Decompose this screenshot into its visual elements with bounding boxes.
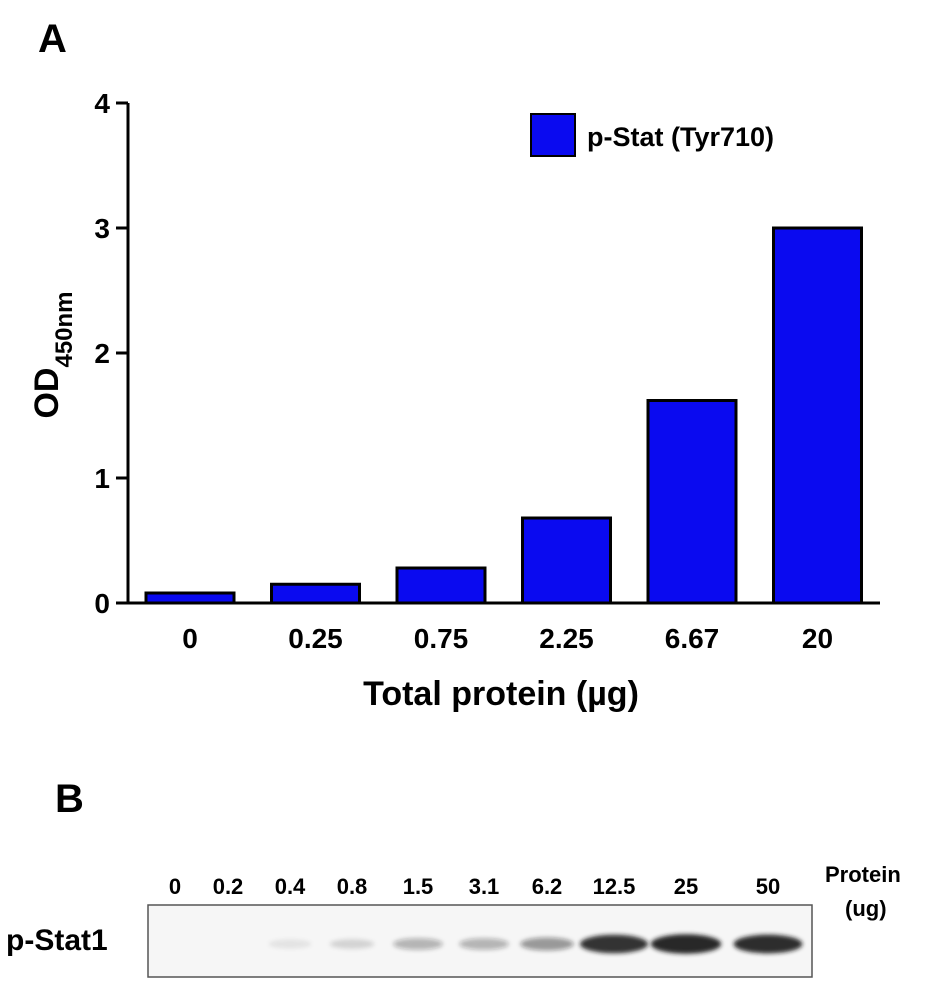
bar (646, 399, 738, 605)
bar (395, 566, 487, 605)
legend-label: p-Stat (Tyr710) (587, 122, 774, 152)
panel-b-letter: B (55, 777, 84, 821)
panel-a-letter: A (38, 17, 67, 61)
y-tick-label: 4 (94, 88, 110, 119)
bar (521, 516, 612, 605)
blot-band (329, 939, 375, 949)
x-axis: 0 0.25 0.75 2.25 6.67 20 (126, 601, 880, 654)
lane-label: 25 (674, 874, 698, 899)
y-axis-title: OD450nm (28, 291, 78, 418)
y-tick-label: 1 (94, 463, 110, 494)
y-axis: 0 1 2 3 4 (94, 88, 130, 619)
blot-band (733, 934, 803, 954)
x-axis-title: Total protein (µg) (363, 675, 639, 713)
panel-b-western-blot: B 0 0.2 0.4 0.8 1.5 3.1 6.2 12.5 25 50 Protein (u… (6, 777, 901, 978)
legend: p-Stat (Tyr710) (530, 113, 774, 157)
blot-band (520, 937, 574, 951)
x-tick-label: 6.67 (665, 623, 720, 654)
lane-labels: 0 0.2 0.4 0.8 1.5 3.1 6.2 12.5 25 50 (169, 874, 780, 899)
y-tick-label: 2 (94, 338, 110, 369)
lane-label: 6.2 (532, 874, 563, 899)
blot-band (459, 938, 509, 950)
blot-band (579, 934, 649, 954)
blot-band (393, 938, 443, 950)
lane-label: 0 (169, 874, 181, 899)
blot-band (268, 939, 312, 949)
x-tick-label: 0.25 (288, 623, 343, 654)
lane-label: 0.4 (275, 874, 306, 899)
x-tick-label: 0 (182, 623, 198, 654)
bar-series (144, 226, 863, 605)
blot-row-label: p-Stat1 (6, 924, 108, 957)
legend-swatch (530, 113, 576, 157)
bar (144, 591, 236, 605)
x-tick-label: 0.75 (414, 623, 469, 654)
bar (772, 226, 863, 605)
x-tick-label: 2.25 (539, 623, 594, 654)
blot-header-label-line2: (ug) (845, 896, 887, 921)
bar (270, 582, 361, 605)
panel-a-bar-chart: A 0 1 2 3 4 0 0.25 0.75 2.25 6.67 20 OD450nm Tota… (28, 17, 880, 713)
lane-label: 50 (756, 874, 780, 899)
lane-label: 0.8 (337, 874, 368, 899)
blot-bands (268, 934, 803, 954)
lane-label: 0.2 (213, 874, 244, 899)
y-ticks: 0 1 2 3 4 (94, 88, 128, 619)
blot-header-label-line1: Protein (825, 862, 901, 887)
y-tick-label: 0 (94, 588, 110, 619)
x-tick-labels: 0 0.25 0.75 2.25 6.67 20 (182, 623, 833, 654)
x-tick-label: 20 (802, 623, 833, 654)
y-tick-label: 3 (94, 213, 110, 244)
blot-band (650, 934, 722, 954)
lane-label: 1.5 (403, 874, 434, 899)
lane-label: 3.1 (469, 874, 500, 899)
lane-label: 12.5 (593, 874, 636, 899)
